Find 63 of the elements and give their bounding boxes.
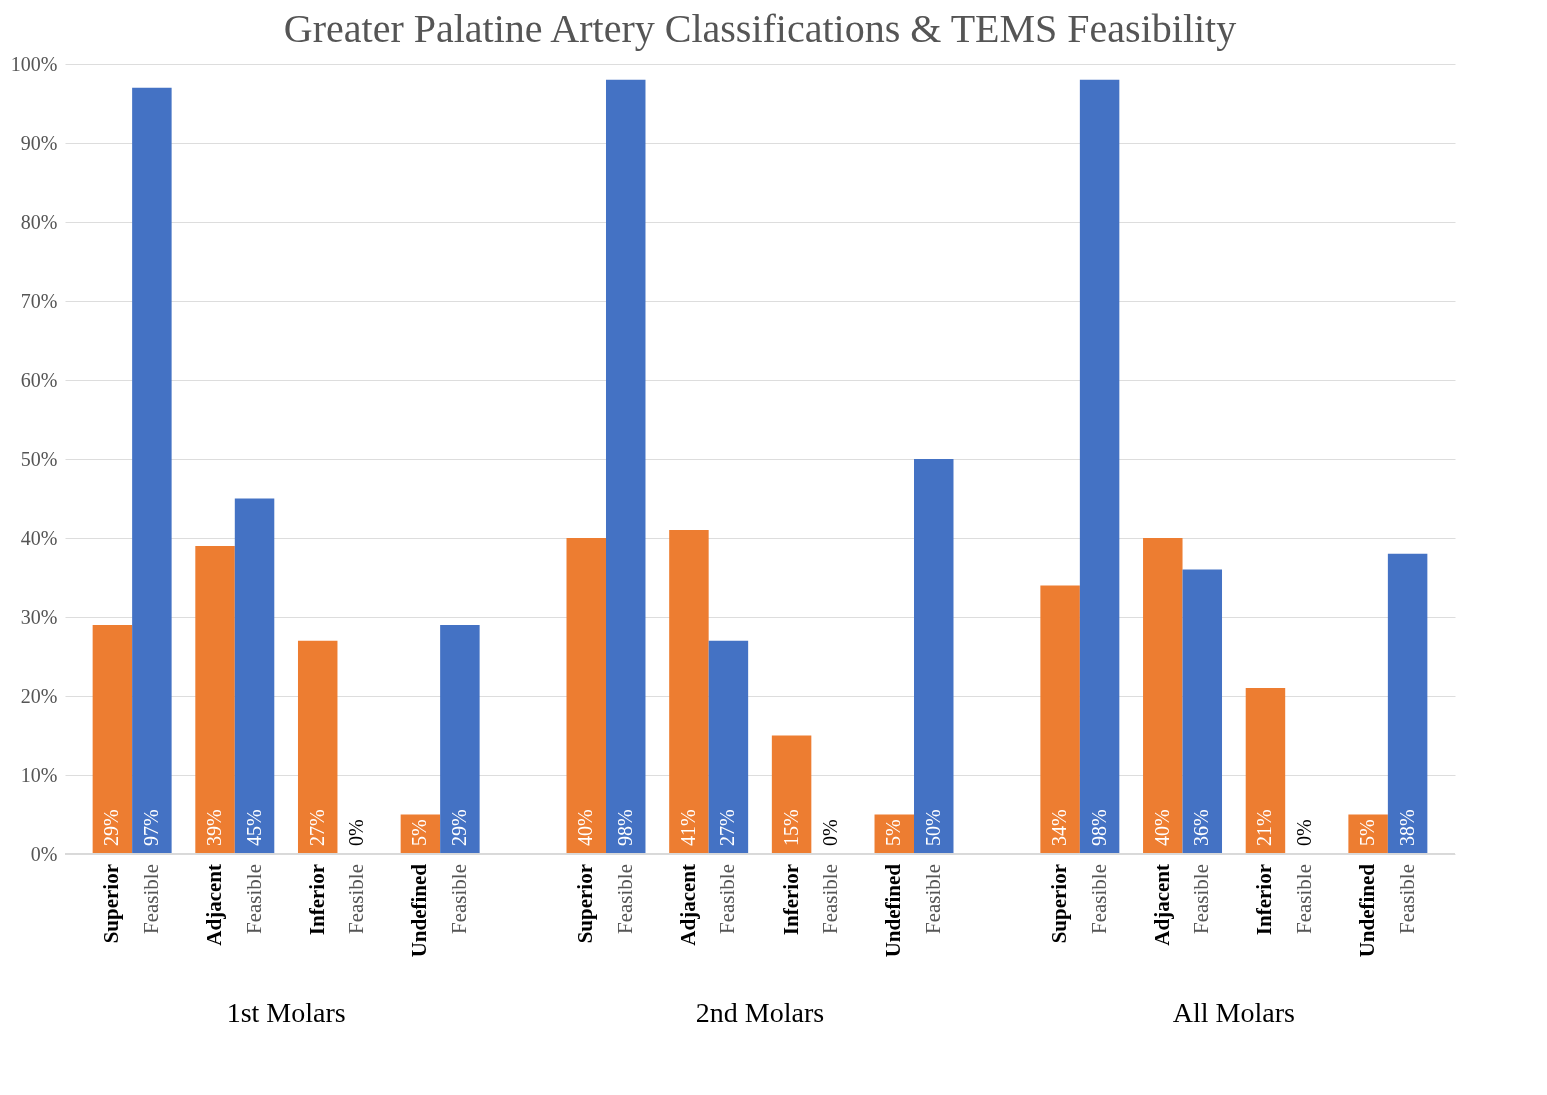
text: 2nd Molars xyxy=(695,997,825,1028)
x-tick-label: Feasible xyxy=(920,864,945,934)
y-tick-label: 0% xyxy=(30,842,58,865)
x-tick-label: Inferior xyxy=(778,864,803,936)
data-label: 41% xyxy=(676,809,699,846)
text: 1st Molars xyxy=(226,997,346,1028)
data-label: 98% xyxy=(613,809,636,846)
data-label: 27% xyxy=(305,809,328,846)
x-tick-label: Superior xyxy=(573,864,598,944)
x-tick-label: Adjacent xyxy=(675,864,700,946)
x-tick-label: Feasible xyxy=(715,864,740,934)
data-label: 36% xyxy=(1190,809,1213,846)
chart-title: Greater Palatine Artery Classifications & TEMS Feasibility xyxy=(283,6,1237,51)
data-label: 5% xyxy=(408,819,431,846)
x-tick-label: Feasible xyxy=(818,864,843,934)
x-tick-label: Adjacent xyxy=(202,864,227,946)
data-label: 5% xyxy=(882,819,905,846)
data-label: 34% xyxy=(1048,809,1071,846)
data-label: 40% xyxy=(574,809,597,846)
data-label: 0% xyxy=(1292,819,1315,846)
x-tick-label: Feasible xyxy=(446,864,471,934)
y-tick-label: 90% xyxy=(20,131,58,154)
y-tick-label: 20% xyxy=(20,684,58,707)
x-tick-label: Undefined xyxy=(1355,863,1380,958)
x-tick-label: Feasible xyxy=(612,864,637,934)
x-tick-label: Feasible xyxy=(1086,864,1111,934)
data-label: 5% xyxy=(1356,819,1379,846)
data-label: 29% xyxy=(447,809,470,846)
data-label: 97% xyxy=(139,809,162,846)
x-tick-label: Feasible xyxy=(1394,864,1419,934)
y-tick-label: 70% xyxy=(20,289,58,312)
data-label: 15% xyxy=(779,809,802,846)
data-label: 29% xyxy=(100,809,123,846)
y-tick-label: 60% xyxy=(20,368,58,391)
data-label: 27% xyxy=(716,809,739,846)
x-tick-label: Feasible xyxy=(1189,864,1214,934)
data-label: 21% xyxy=(1253,809,1276,846)
data-label: 45% xyxy=(242,809,265,846)
x-tick-label: Feasible xyxy=(1291,864,1316,934)
text: All Molars xyxy=(1172,997,1295,1028)
data-label: 0% xyxy=(345,819,368,846)
y-tick-label: 100% xyxy=(10,52,58,75)
x-tick-label: Superior xyxy=(1047,864,1072,944)
x-tick-label: Feasible xyxy=(138,864,163,934)
x-tick-label: Undefined xyxy=(881,863,906,958)
x-tick-label: Feasible xyxy=(344,864,369,934)
data-label: 38% xyxy=(1395,809,1418,846)
x-tick-label: Superior xyxy=(99,864,124,944)
y-tick-label: 50% xyxy=(20,447,58,470)
y-tick-label: 30% xyxy=(20,605,58,628)
data-label: 0% xyxy=(819,819,842,846)
x-tick-label: Adjacent xyxy=(1149,864,1174,946)
x-tick-label: Undefined xyxy=(407,863,432,958)
data-label: 50% xyxy=(921,809,944,846)
data-label: 98% xyxy=(1087,809,1110,846)
data-label: 39% xyxy=(203,809,226,846)
x-tick-label: Feasible xyxy=(241,864,266,934)
y-tick-label: 40% xyxy=(20,526,58,549)
x-tick-label: Inferior xyxy=(1252,864,1277,936)
y-tick-label: 10% xyxy=(20,763,58,786)
y-tick-label: 80% xyxy=(20,210,58,233)
x-tick-label: Inferior xyxy=(304,864,329,936)
data-label: 40% xyxy=(1150,809,1173,846)
